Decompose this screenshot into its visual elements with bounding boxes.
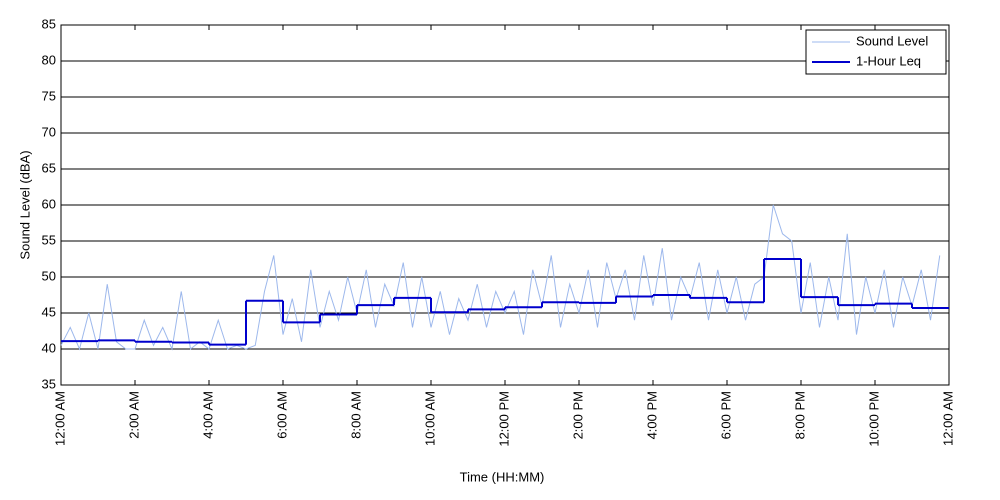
x-tick-label: 4:00 PM xyxy=(644,391,659,439)
y-tick-label: 85 xyxy=(42,16,56,31)
x-tick-label: 8:00 AM xyxy=(348,391,363,439)
x-tick-label: 12:00 AM xyxy=(52,391,67,446)
y-tick-label: 35 xyxy=(42,376,56,391)
y-tick-label: 55 xyxy=(42,232,56,247)
x-tick-label: 2:00 PM xyxy=(570,391,585,439)
legend-box xyxy=(805,29,947,75)
legend-label: 1-Hour Leq xyxy=(856,53,921,68)
x-axis-label: Time (HH:MM) xyxy=(460,469,545,484)
y-axis-label: Sound Level (dBA) xyxy=(17,150,32,259)
x-tick-label: 6:00 PM xyxy=(718,391,733,439)
x-tick-label: 6:00 AM xyxy=(274,391,289,439)
legend-label: Sound Level xyxy=(856,33,928,48)
y-tick-label: 60 xyxy=(42,196,56,211)
y-tick-label: 70 xyxy=(42,124,56,139)
x-tick-label: 12:00 PM xyxy=(496,391,511,447)
x-tick-label: 8:00 PM xyxy=(792,391,807,439)
x-tick-label: 4:00 AM xyxy=(200,391,215,439)
y-tick-label: 50 xyxy=(42,268,56,283)
y-tick-label: 65 xyxy=(42,160,56,175)
sound-level-line xyxy=(60,204,941,351)
y-tick-label: 40 xyxy=(42,340,56,355)
legend: Sound Level 1-Hour Leq xyxy=(805,29,947,75)
x-tick-label: 10:00 AM xyxy=(422,391,437,446)
y-tick-label: 80 xyxy=(42,52,56,67)
y-tick-label: 45 xyxy=(42,304,56,319)
y-tick-label: 75 xyxy=(42,88,56,103)
x-tick-label: 2:00 AM xyxy=(126,391,141,439)
x-tick-label: 12:00 AM xyxy=(940,391,955,446)
x-tick-label: 10:00 PM xyxy=(866,391,881,447)
